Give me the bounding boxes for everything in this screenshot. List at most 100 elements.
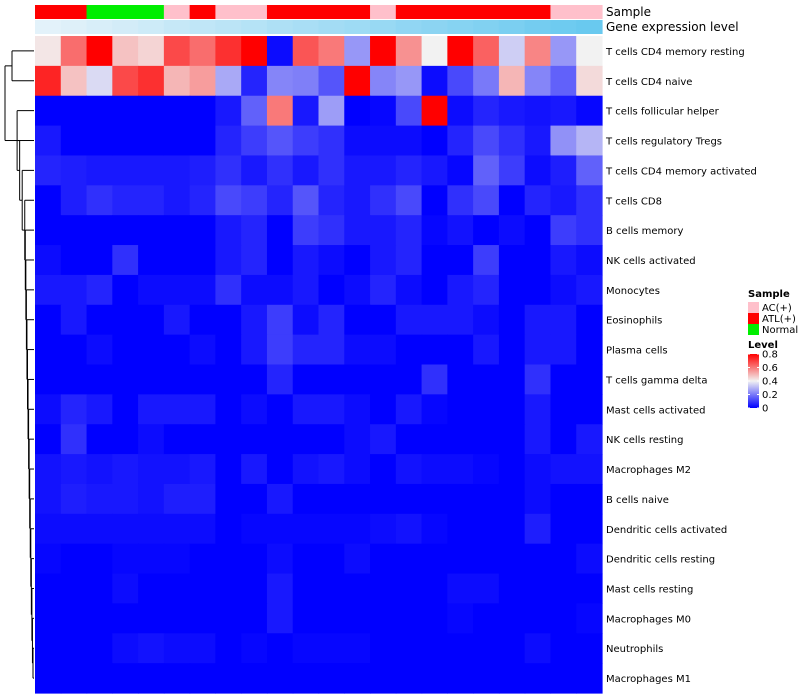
heatmap-cell [318, 274, 345, 306]
heatmap-cell [86, 543, 113, 575]
heatmap-cell [60, 633, 88, 664]
heatmap-cell [138, 394, 165, 425]
row-labels: T cells CD4 memory resting T cells CD4 na… [605, 47, 757, 685]
heatmap-cell [395, 663, 423, 694]
heatmap-cell [112, 125, 139, 157]
heatmap-cell [524, 483, 552, 515]
heatmap-cell [395, 185, 423, 216]
heatmap-cell [473, 65, 500, 97]
row-label: T cells CD4 memory resting [605, 47, 745, 58]
heatmap-cell [318, 663, 345, 694]
heatmap-cell [344, 573, 371, 605]
heatmap-cell [189, 633, 217, 664]
heatmap-cell [344, 364, 371, 395]
heatmap-cell [86, 573, 113, 605]
heatmap-cell [421, 663, 448, 694]
heatmap-cell [421, 603, 448, 634]
heatmap-cell [524, 215, 552, 246]
heatmap-cell [215, 334, 242, 366]
heatmap-cell [266, 573, 294, 605]
heatmap-cell [215, 543, 242, 575]
heatmap-cell [215, 155, 242, 186]
heatmap-cell [421, 364, 448, 395]
heatmap-cell [215, 424, 242, 455]
heatmap-cell [241, 245, 268, 276]
heatmap-cell [318, 394, 345, 425]
heatmap-cell [86, 424, 113, 455]
heatmap-cell [86, 245, 113, 276]
heatmap-cell [163, 543, 191, 575]
sample-legend-label: AC(+) [762, 303, 792, 314]
heatmap-cell [550, 334, 577, 366]
heatmap-cell [498, 424, 526, 455]
row-label: B cells naive [606, 495, 669, 506]
heatmap-cell [421, 483, 448, 515]
heatmap-cell [60, 573, 88, 605]
heatmap-cell [266, 185, 294, 216]
heatmap-cell [163, 334, 191, 366]
heatmap-cell [473, 95, 500, 127]
heatmap-cell [344, 36, 371, 67]
heatmap-cell [473, 274, 500, 306]
heatmap-cell [241, 513, 268, 545]
row-dendrogram [4, 50, 34, 679]
heatmap-cell [215, 215, 242, 246]
heatmap-cell [344, 334, 371, 366]
expression-annotation-cell [60, 20, 88, 34]
heatmap-cell [292, 185, 320, 216]
heatmap-cell [370, 304, 397, 336]
heatmap-cell [86, 95, 113, 127]
heatmap-cell [524, 304, 552, 336]
heatmap-cell [112, 543, 139, 575]
row-label: T cells CD4 naive [605, 77, 692, 88]
heatmap-cell [138, 274, 165, 306]
heatmap-cell [163, 513, 191, 545]
heatmap-cell [498, 364, 526, 395]
sample-legend-title: Sample [748, 289, 790, 300]
heatmap-cell [576, 334, 603, 366]
heatmap-cell [318, 364, 345, 395]
row-label: Macrophages M0 [606, 614, 691, 625]
heatmap-cell [473, 364, 500, 395]
heatmap-cell [370, 125, 397, 157]
heatmap-cell [473, 663, 500, 694]
sample-legend-swatch [748, 302, 759, 313]
heatmap-cell [163, 95, 191, 127]
heatmap-cell [318, 125, 345, 157]
heatmap-cell [112, 155, 139, 186]
heatmap-cell [86, 663, 113, 694]
heatmap-cell [60, 364, 88, 395]
heatmap-cell [421, 185, 448, 216]
heatmap-cell [524, 364, 552, 395]
heatmap-cell [473, 304, 500, 336]
heatmap-cell [395, 304, 423, 336]
heatmap-cell [421, 274, 448, 306]
heatmap-cell [35, 155, 62, 186]
row-label: Dendritic cells resting [606, 555, 715, 566]
sample-annotation-cell [498, 5, 526, 19]
heatmap-cell [524, 513, 552, 545]
heatmap-cell [241, 603, 268, 634]
heatmap-cell [292, 424, 320, 455]
expression-annotation-cell [215, 20, 242, 34]
heatmap-cell [60, 155, 88, 186]
heatmap-cell [60, 245, 88, 276]
heatmap-cell [138, 633, 165, 664]
heatmap-cell [447, 65, 474, 97]
heatmap-cell [35, 513, 62, 545]
heatmap-cell [215, 364, 242, 395]
heatmap-cell [395, 274, 423, 306]
heatmap-cell [163, 65, 191, 97]
heatmap-cell [344, 65, 371, 97]
heatmap-cell [524, 543, 552, 575]
gene-expression-annotation-track [35, 20, 603, 34]
heatmap-cell [86, 215, 113, 246]
heatmap-cell [163, 663, 191, 694]
heatmap-cell [189, 334, 217, 366]
heatmap-cell [241, 663, 268, 694]
heatmap-cell [189, 543, 217, 575]
heatmap-cell [86, 65, 113, 97]
heatmap-cell [112, 424, 139, 455]
heatmap-cell [524, 125, 552, 157]
heatmap-cell [318, 304, 345, 336]
